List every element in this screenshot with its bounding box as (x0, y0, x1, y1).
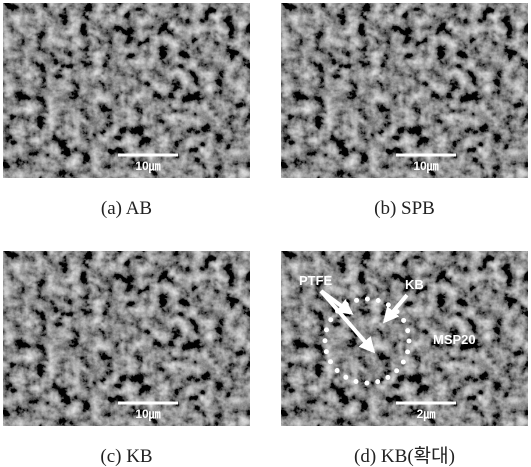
panel: 10㎛ (3, 3, 250, 178)
caption: (a) AB (101, 198, 152, 219)
caption: (d) KB(확대) (354, 445, 455, 467)
annotation: PTFE (299, 273, 333, 288)
panel: 2㎛ PTFE KB MSP20 (281, 251, 528, 426)
caption: (b) SPB (374, 198, 435, 219)
caption: (c) KB (100, 446, 152, 467)
annotation: KB (405, 277, 424, 292)
sem-texture (3, 251, 250, 426)
sem-texture (281, 3, 528, 178)
sem-texture (3, 3, 250, 178)
scale-label: 10㎛ (135, 159, 160, 173)
panel: 10㎛ (3, 251, 250, 426)
figure: 10㎛ (a) AB 10㎛ (b) SPB 10㎛ (c) KB 2㎛ PTFE KB MSP2… (0, 0, 531, 467)
annotation: MSP20 (433, 332, 476, 347)
scale-label: 10㎛ (135, 407, 160, 421)
scale-label: 10㎛ (413, 159, 438, 173)
scale-label: 2㎛ (417, 407, 436, 421)
panel: 10㎛ (281, 3, 528, 178)
